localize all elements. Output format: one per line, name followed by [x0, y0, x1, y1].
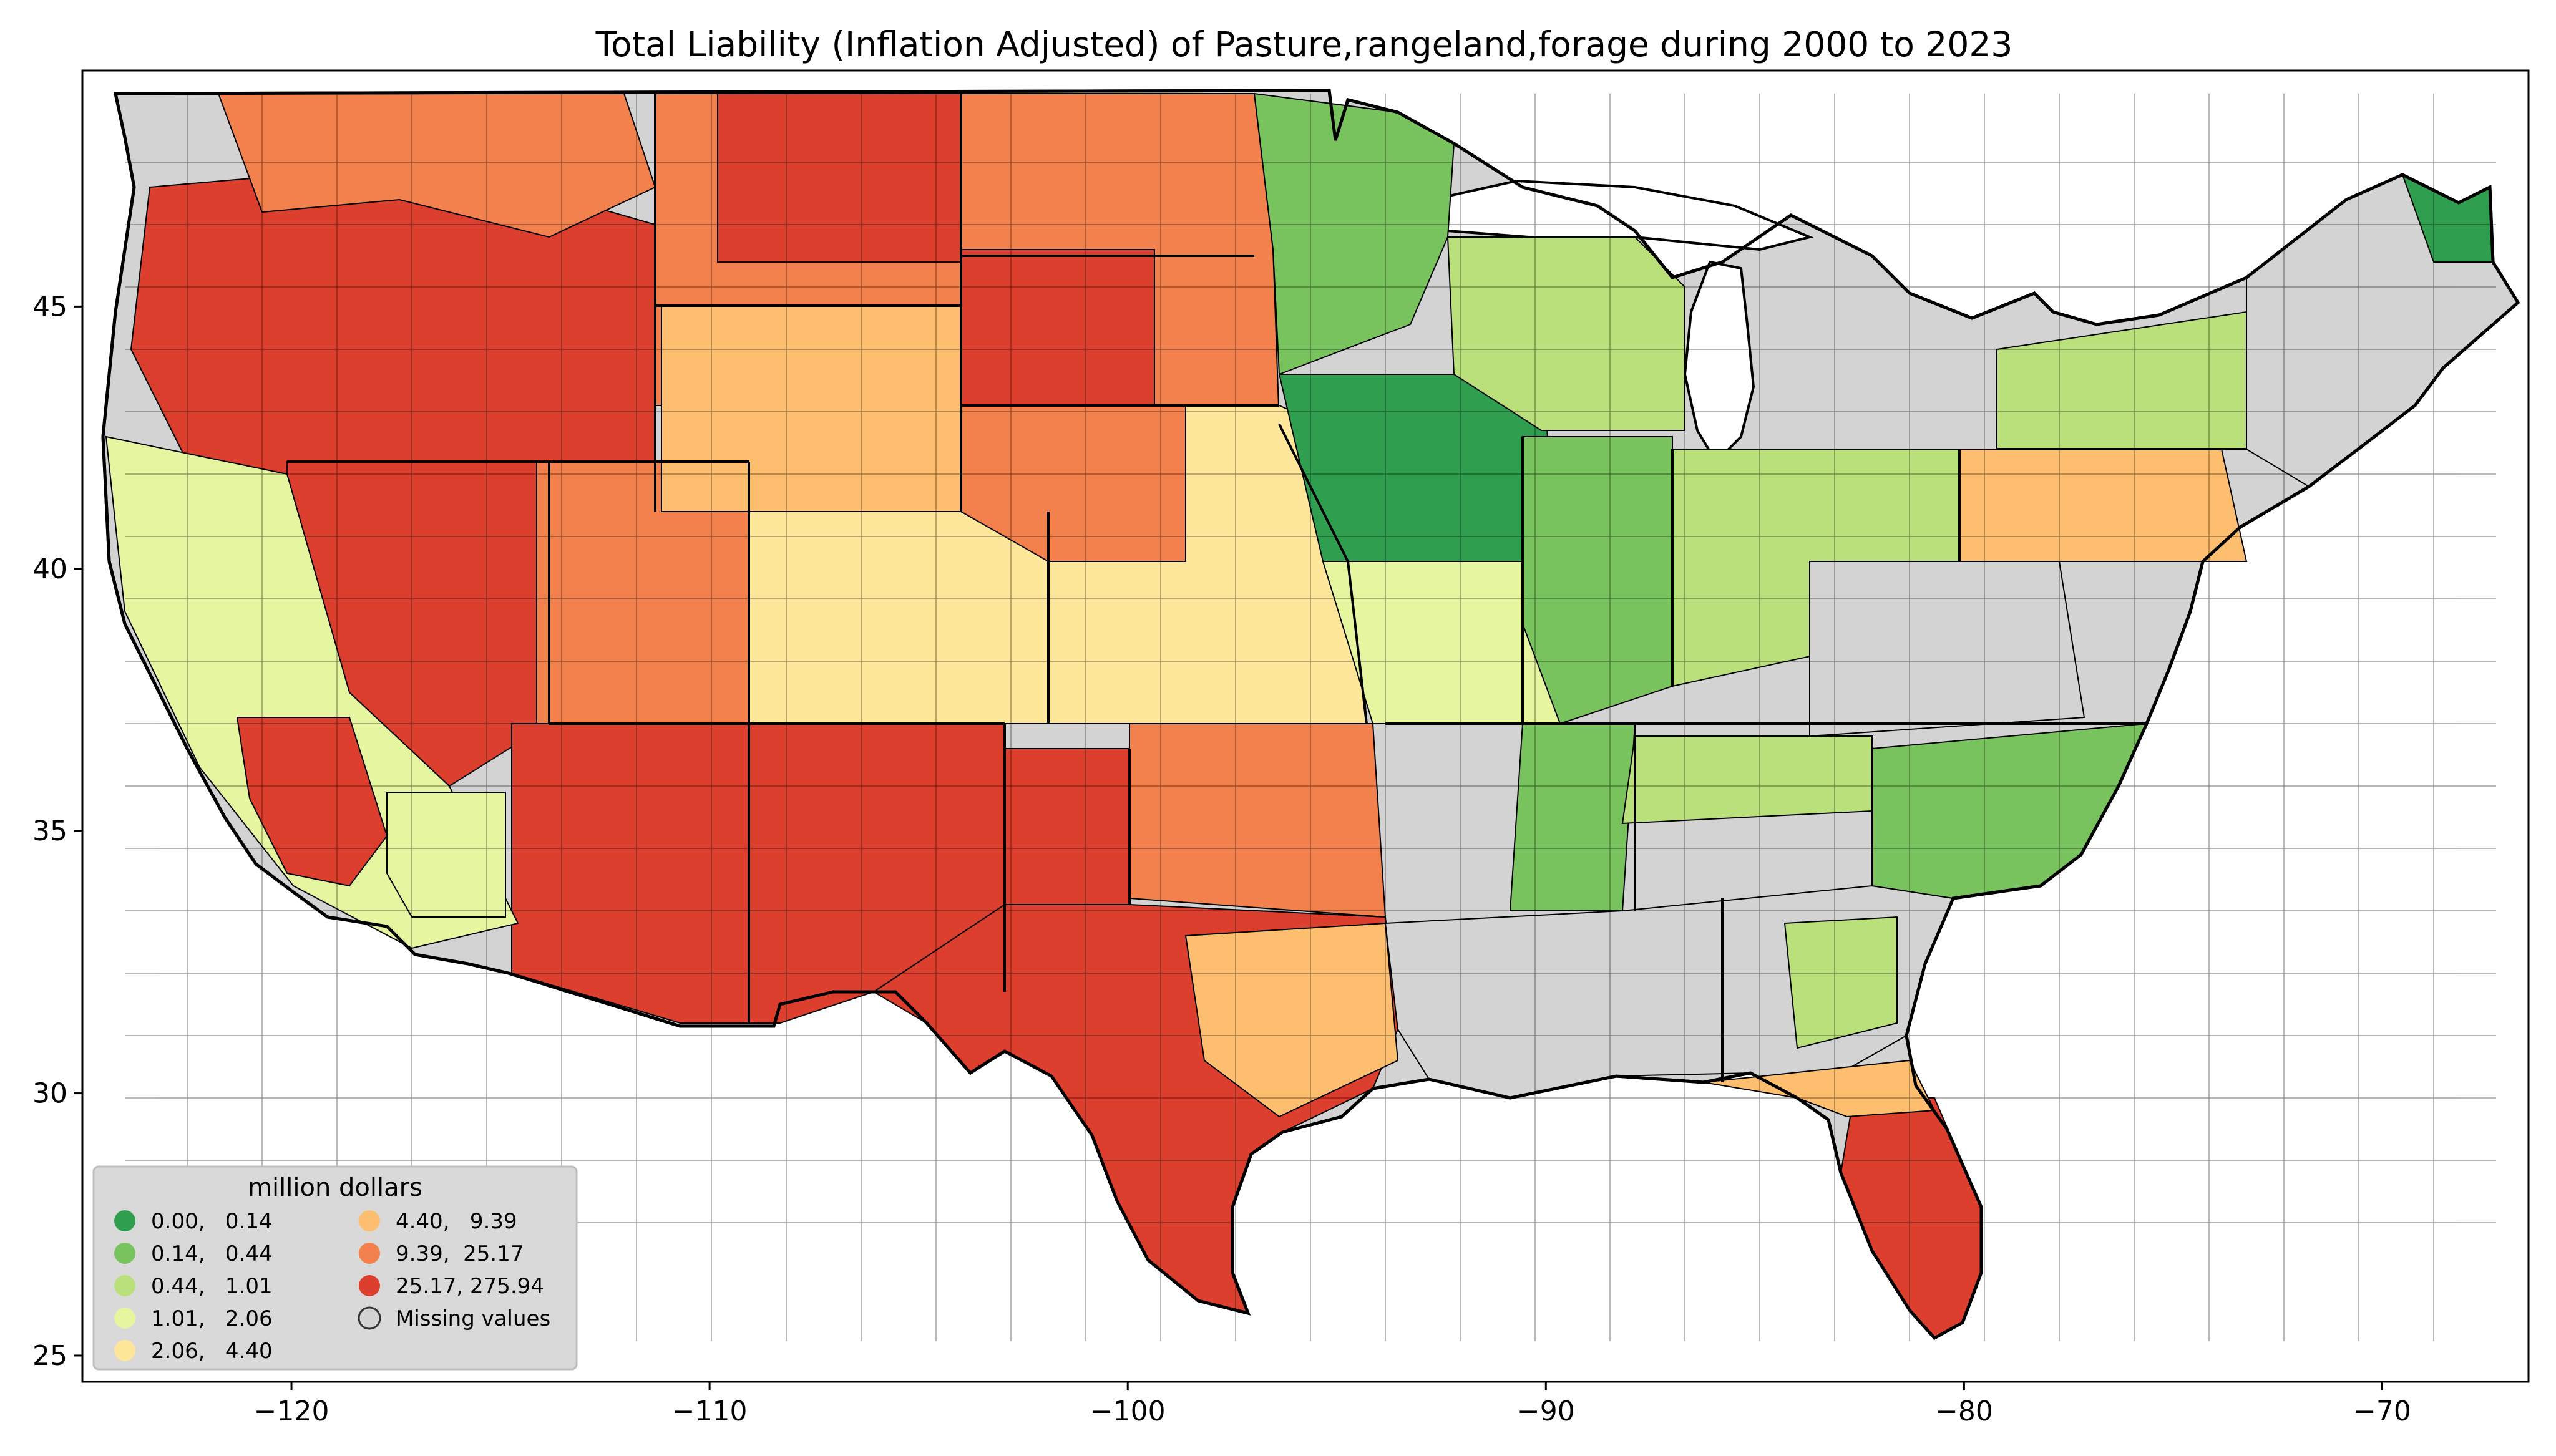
y-tick-label: 25 — [32, 1340, 67, 1372]
region-east-texas — [1184, 922, 1399, 1118]
region-florida — [1840, 1097, 1982, 1339]
region-texas-panhandle — [1004, 748, 1130, 905]
region-wyoming — [661, 305, 962, 512]
county-grid — [125, 94, 2496, 1341]
x-tick-label: −110 — [672, 1395, 748, 1427]
region-appalachia — [1809, 561, 2085, 737]
region-arkansas-delta — [1509, 723, 1636, 911]
region-oklahoma — [1129, 723, 1387, 918]
region-montana-red — [717, 93, 962, 263]
state-boundaries — [287, 94, 2246, 1082]
legend: million dollars 0.00, 0.14 0.14, 0.44 0.44… — [92, 1165, 578, 1371]
legend-label: 0.00, 0.14 — [151, 1209, 273, 1234]
y-tick-label: 45 — [32, 291, 67, 323]
legend-label: 0.14, 0.44 — [151, 1241, 273, 1266]
lake-superior — [1400, 179, 1814, 251]
legend-label: 0.44, 1.01 — [151, 1274, 273, 1299]
legend-swatch — [358, 1306, 381, 1330]
legend-label: Missing values — [396, 1306, 550, 1331]
map-title: Total Liability (Inflation Adjusted) of … — [595, 24, 2013, 64]
region-california-inland — [236, 717, 388, 887]
region-pennsylvania — [1959, 449, 2248, 562]
region-mojave-green — [386, 792, 506, 918]
legend-label: 9.39, 25.17 — [396, 1241, 524, 1266]
region-colorado-mixed — [748, 511, 1049, 724]
x-tick-label: −100 — [1090, 1395, 1166, 1427]
y-tick-label: 40 — [32, 553, 67, 585]
x-tick-label: −90 — [1517, 1395, 1575, 1427]
legend-title: million dollars — [248, 1173, 422, 1202]
legend-swatch — [114, 1210, 135, 1231]
legend-swatch — [359, 1210, 380, 1231]
legend-label: 2.06, 4.40 — [151, 1339, 273, 1364]
x-axis: −120 −110 −100 −90 −80 −70 — [254, 1382, 2411, 1427]
legend-box — [92, 1165, 578, 1371]
legend-swatch — [114, 1340, 135, 1361]
legend-label: 1.01, 2.06 — [151, 1306, 273, 1331]
legend-label: 25.17, 275.94 — [396, 1274, 544, 1299]
legend-label: 4.40, 9.39 — [396, 1209, 517, 1234]
region-illinois — [1522, 436, 1673, 725]
us-outline — [101, 89, 2520, 1341]
legend-swatch — [359, 1243, 380, 1264]
legend-swatch — [114, 1243, 135, 1264]
region-florida-north — [1703, 1059, 1936, 1118]
legend-swatch — [114, 1275, 135, 1296]
region-georgia-green — [1783, 916, 1898, 1049]
y-tick-label: 35 — [32, 815, 67, 847]
axes-frame — [81, 69, 2530, 1383]
x-tick-label: −120 — [254, 1395, 329, 1427]
y-axis: 45 40 35 30 25 — [32, 291, 82, 1372]
legend-swatch — [359, 1275, 380, 1296]
y-tick-label: 30 — [32, 1078, 67, 1110]
legend-swatch — [114, 1308, 135, 1329]
region-dakota-red — [960, 249, 1155, 406]
map-area — [101, 89, 2520, 1341]
region-wisconsin — [1446, 236, 1685, 431]
x-tick-label: −70 — [2353, 1395, 2411, 1427]
x-tick-label: −80 — [1935, 1395, 1993, 1427]
